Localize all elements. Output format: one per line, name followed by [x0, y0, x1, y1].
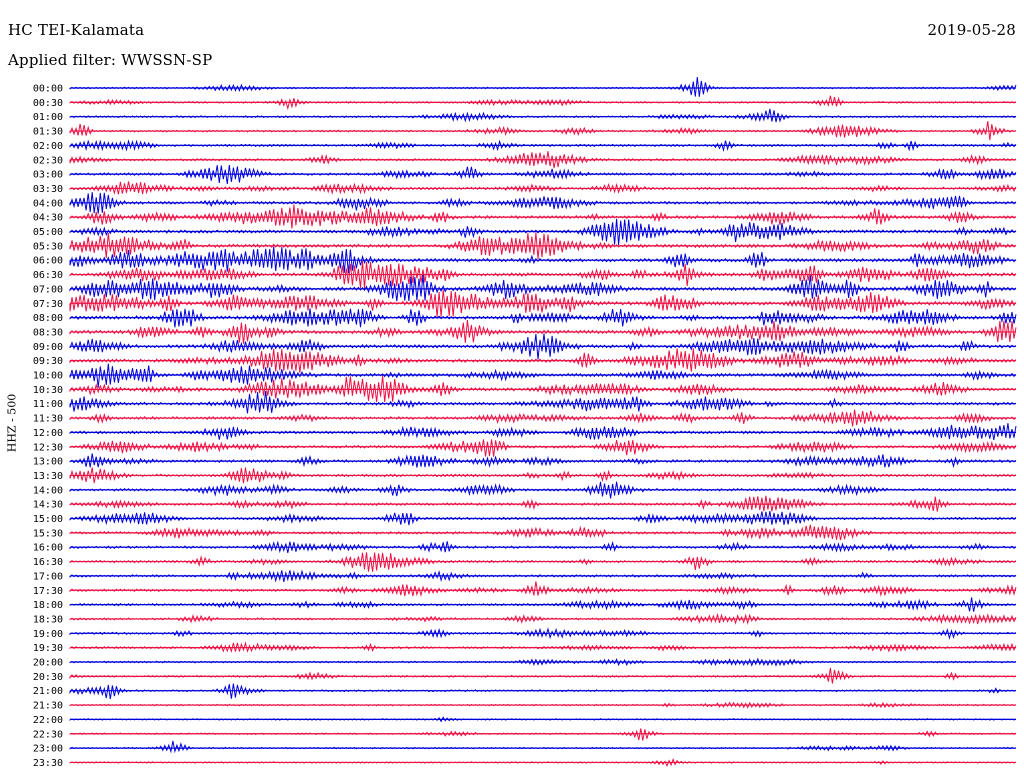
- time-label: 20:30: [33, 672, 63, 683]
- time-label: 10:30: [33, 385, 63, 396]
- time-label: 01:00: [33, 112, 63, 123]
- time-label: 13:30: [33, 471, 63, 482]
- time-label: 02:00: [33, 141, 63, 152]
- time-label: 16:30: [33, 557, 63, 568]
- trace-line: [69, 333, 1017, 360]
- trace-line: [69, 260, 1017, 289]
- time-label: 12:00: [33, 428, 63, 439]
- time-label: 23:00: [33, 744, 63, 755]
- time-label: 06:30: [33, 270, 63, 281]
- time-label: 05:00: [33, 227, 63, 238]
- trace-area: [69, 76, 1017, 767]
- time-label: 10:00: [33, 371, 63, 382]
- time-label: 21:30: [33, 701, 63, 712]
- time-label: 05:30: [33, 241, 63, 252]
- time-label: 06:00: [33, 256, 63, 267]
- time-label: 08:30: [33, 327, 63, 338]
- time-label: 17:30: [33, 586, 63, 597]
- time-label: 12:30: [33, 442, 63, 453]
- time-label: 19:00: [33, 629, 63, 640]
- time-label: 11:00: [33, 399, 63, 410]
- trace-line: [69, 363, 1017, 388]
- time-label: 00:00: [33, 84, 63, 95]
- time-label: 15:30: [33, 528, 63, 539]
- time-label: 20:00: [33, 658, 63, 669]
- trace-line: [69, 728, 1017, 741]
- time-label: 18:00: [33, 600, 63, 611]
- time-label: 04:30: [33, 213, 63, 224]
- time-label: 15:00: [33, 514, 63, 525]
- time-label: 07:30: [33, 299, 63, 310]
- time-label: 08:00: [33, 313, 63, 324]
- trace-line: [69, 108, 1017, 123]
- trace-line: [69, 390, 1017, 414]
- time-label: 09:00: [33, 342, 63, 353]
- time-label: 07:00: [33, 284, 63, 295]
- trace-line: [69, 423, 1017, 440]
- time-label: 01:30: [33, 127, 63, 138]
- time-label: 18:30: [33, 614, 63, 625]
- time-label: 17:00: [33, 571, 63, 582]
- time-label: 22:00: [33, 715, 63, 726]
- trace-line: [69, 204, 1017, 229]
- station-title: HC TEI-Kalamata: [8, 21, 145, 39]
- time-label: 14:30: [33, 500, 63, 511]
- time-label: 09:30: [33, 356, 63, 367]
- time-label: 03:30: [33, 184, 63, 195]
- time-label: 19:30: [33, 643, 63, 654]
- time-label: 03:00: [33, 170, 63, 181]
- time-label: 14:00: [33, 485, 63, 496]
- date-label: 2019-05-28: [927, 21, 1016, 39]
- trace-line: [69, 439, 1017, 457]
- time-label: 11:30: [33, 414, 63, 425]
- time-label: 23:30: [33, 758, 63, 769]
- time-label: 13:00: [33, 457, 63, 468]
- trace-line: [69, 348, 1017, 373]
- trace-line: [69, 581, 1017, 598]
- time-label: 04:00: [33, 198, 63, 209]
- time-label-column: 00:00 00:30 01:00 01:30 02:00 02:30 03:00 03:30…: [33, 84, 63, 769]
- time-label: 21:00: [33, 686, 63, 697]
- time-label: 00:30: [33, 98, 63, 109]
- filter-label: Applied filter: WWSSN-SP: [8, 51, 213, 69]
- trace-line: [69, 76, 1017, 97]
- time-label: 02:30: [33, 155, 63, 166]
- time-label: 22:30: [33, 729, 63, 740]
- time-label: 16:00: [33, 543, 63, 554]
- trace-line: [69, 740, 1017, 754]
